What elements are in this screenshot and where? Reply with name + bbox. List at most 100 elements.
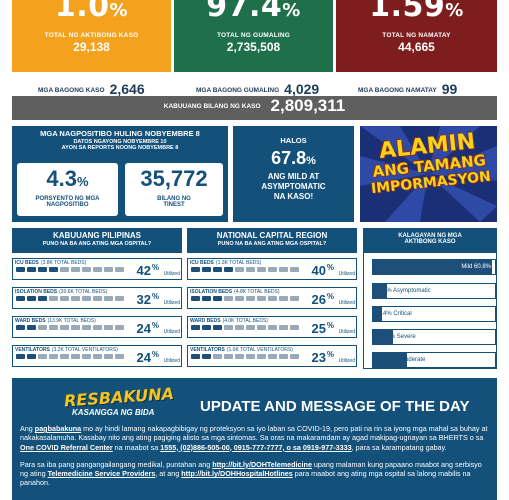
bed-icon: [93, 325, 102, 330]
bed-icon: [235, 267, 244, 272]
bed-icon: [82, 325, 91, 330]
bed-icons: [191, 267, 299, 272]
bed-icon: [235, 354, 244, 359]
bed-icon: [93, 354, 102, 359]
bed-icon: [268, 296, 277, 301]
utilization-pct: 24: [136, 321, 151, 336]
mild-halos: HALOS: [280, 136, 307, 145]
bed-icon: [104, 267, 113, 272]
tested-label-2: TINEST: [163, 202, 185, 208]
bed-icon: [115, 296, 124, 301]
bed-icon: [224, 325, 233, 330]
bed-icon: [191, 354, 200, 359]
bed-icon: [224, 354, 233, 359]
bed-icon: [224, 267, 233, 272]
message-heading: UPDATE AND MESSAGE OF THE DAY: [200, 398, 470, 415]
bed-icon: [290, 325, 299, 330]
positivity-title: MGA NAGPOSITIBO HULING NOBYEMBRE 8: [40, 129, 200, 138]
bed-icon: [60, 325, 69, 330]
severity-fill: [373, 330, 394, 344]
utilization-unit: %: [326, 321, 334, 330]
bed-icon: [27, 325, 36, 330]
bed-icon: [235, 296, 244, 301]
bed-icon: [115, 325, 124, 330]
bed-icon: [246, 296, 255, 301]
bed-icon: [191, 296, 200, 301]
bed-icon: [257, 267, 266, 272]
active-cases-total: 29,138: [73, 40, 110, 54]
deaths-pct: 1.59%: [369, 0, 464, 24]
bed-icon: [27, 354, 36, 359]
utilized-label: Utilized: [163, 300, 180, 306]
bed-icon: [27, 267, 36, 272]
alamin-banner: ALAMIN ANG TAMANG IMPORMASYON: [360, 126, 497, 222]
bed-icon: [202, 354, 211, 359]
bed-icon: [16, 296, 25, 301]
positivity-sub2: AYON SA REPORTS NOONG NOBYEMBRE 8: [61, 145, 179, 151]
recovered-pct: 97.4%: [206, 0, 301, 24]
severity-label: 4.4% Critical: [378, 311, 412, 317]
bed-icon: [104, 325, 113, 330]
utilization-unit: %: [151, 263, 159, 272]
active-cases-label: TOTAL NG AKTIBONG KASO: [44, 32, 139, 39]
utilization-unit: %: [151, 321, 159, 330]
utilization-unit: %: [326, 263, 334, 272]
severity-label: Mild 60.8%: [461, 264, 491, 270]
recovered-total: 2,735,508: [226, 40, 281, 54]
hospital-row-label: ICU BEDS (1.3K TOTAL BEDS): [190, 260, 262, 266]
bed-icon: [60, 267, 69, 272]
utilization-pct: 24: [136, 350, 151, 365]
severity-list-frame: [363, 253, 497, 369]
bed-icon: [60, 296, 69, 301]
utilized-label: Utilized: [163, 358, 180, 364]
new-deaths-value: 99: [441, 81, 458, 97]
bed-icon: [246, 354, 255, 359]
bed-icon: [49, 325, 58, 330]
telemedicine-link[interactable]: http://bit.ly/DOHTelemedicine: [212, 459, 312, 469]
new-recovered-value: 4,029: [284, 81, 320, 97]
burst-icon: [360, 126, 497, 222]
severity-label: 7.0% Asymptomatic: [378, 288, 431, 294]
bed-icons: [16, 325, 124, 330]
severity-row: 4.4% Critical: [372, 306, 496, 322]
bed-icon: [213, 296, 222, 301]
bed-icons: [191, 354, 299, 359]
bed-icon: [213, 354, 222, 359]
bed-icon: [27, 296, 36, 301]
utilized-label: Utilized: [163, 329, 180, 335]
bed-icon: [290, 267, 299, 272]
bed-icon: [16, 267, 25, 272]
bed-icon: [82, 296, 91, 301]
bed-icon: [38, 267, 47, 272]
resbakuna-tagline: KASANGGA NG BIDA: [72, 408, 155, 417]
bed-icon: [246, 267, 255, 272]
severity-row: 17.36% Moderate: [372, 352, 496, 368]
total-cases-bar: KABUUANG BILANG NG KASO 2,809,311: [12, 96, 497, 120]
bed-icon: [71, 296, 80, 301]
hospital-row-label: VENTILATORS (1.0K TOTAL VENTILATORS): [190, 347, 293, 353]
ncr-row-icu-beds: ICU BEDS (1.3K TOTAL BEDS) 40% Utilized: [187, 258, 357, 280]
utilization-pct: 25: [311, 321, 326, 336]
hospital-hotlines-link[interactable]: http://bit.ly/DOHHospitalHotlines: [181, 469, 293, 479]
bed-icon: [268, 267, 277, 272]
bed-icon: [246, 325, 255, 330]
bed-icons: [16, 296, 124, 301]
positivity-rate: 4.3%: [46, 166, 89, 191]
severity-fill: [373, 260, 492, 274]
utilization-unit: %: [326, 350, 334, 359]
severity-fill: [373, 353, 407, 367]
utilization-pct: 26: [311, 292, 326, 307]
bed-icon: [71, 325, 80, 330]
bed-icon: [290, 354, 299, 359]
ncr-row-ward-beds: WARD BEDS (4.0K TOTAL BEDS) 25% Utilized: [187, 316, 357, 338]
bed-icon: [290, 296, 299, 301]
mild-line-1: ANG MILD AT: [267, 172, 320, 181]
total-cases-label: KABUUANG BILANG NG KASO: [163, 103, 261, 110]
bed-icon: [257, 325, 266, 330]
bed-icons: [16, 267, 124, 272]
bed-icon: [93, 267, 102, 272]
bed-icon: [191, 267, 200, 272]
bed-icon: [268, 354, 277, 359]
hospital-row-label: WARD BEDS (4.0K TOTAL BEDS): [190, 318, 268, 324]
mild-panel: HALOS 67.8% ANG MILD AT ASYMPTOMATIC NA …: [233, 126, 354, 222]
